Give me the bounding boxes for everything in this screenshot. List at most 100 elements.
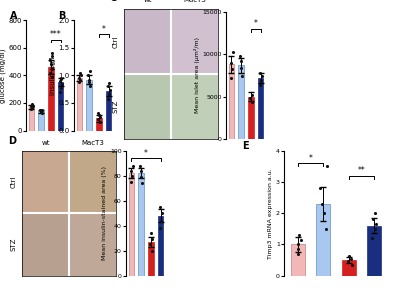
Point — [37, 109, 44, 114]
Point — [344, 259, 351, 264]
Bar — [96, 118, 102, 130]
Bar — [124, 74, 171, 139]
Point — [237, 54, 243, 58]
Point — [128, 173, 135, 178]
Bar — [22, 213, 69, 276]
Y-axis label: Timp3 mRNA expression a.u.: Timp3 mRNA expression a.u. — [268, 168, 273, 258]
Point — [317, 186, 323, 191]
Text: *: * — [102, 25, 106, 34]
Point — [238, 66, 244, 70]
Point — [295, 251, 301, 256]
Point — [28, 106, 35, 111]
Point — [57, 79, 63, 83]
Point — [258, 77, 264, 82]
Point — [97, 120, 103, 125]
Point — [228, 60, 234, 65]
Text: *: * — [144, 149, 148, 158]
Point — [104, 96, 111, 101]
Point — [95, 110, 102, 115]
Point — [138, 175, 144, 179]
Point — [128, 180, 134, 184]
Point — [372, 226, 378, 231]
Bar — [86, 80, 92, 130]
Point — [95, 117, 102, 122]
Bar — [258, 78, 263, 139]
Point — [96, 113, 102, 117]
Point — [158, 218, 164, 223]
Bar — [58, 82, 63, 130]
Point — [47, 58, 54, 63]
Point — [148, 231, 154, 235]
Text: STZ: STZ — [10, 238, 16, 251]
Text: *: * — [254, 19, 258, 28]
Point — [39, 111, 45, 116]
Point — [258, 74, 265, 79]
Bar — [29, 107, 34, 130]
Y-axis label: insulin μg/l: insulin μg/l — [50, 56, 56, 95]
Point — [322, 226, 329, 231]
Point — [137, 164, 143, 168]
Point — [76, 80, 82, 84]
Bar — [342, 260, 356, 276]
Point — [28, 104, 34, 109]
Point — [149, 248, 155, 253]
Point — [106, 92, 112, 97]
Text: C: C — [110, 0, 117, 3]
Point — [248, 93, 255, 97]
Bar — [106, 91, 111, 130]
Point — [237, 59, 244, 63]
Point — [28, 103, 35, 107]
Point — [156, 226, 163, 231]
Point — [28, 107, 34, 111]
Text: STZ: STZ — [112, 100, 118, 113]
Point — [157, 205, 163, 209]
Text: Ctrl: Ctrl — [112, 35, 118, 48]
Text: *: * — [309, 154, 312, 163]
Point — [295, 242, 301, 246]
Point — [368, 236, 375, 240]
Bar — [48, 67, 54, 130]
Point — [78, 73, 84, 78]
Bar — [158, 216, 163, 276]
Point — [49, 54, 55, 59]
Bar — [138, 173, 144, 276]
Point — [296, 233, 302, 237]
Y-axis label: Mean islet area (μm²/m): Mean islet area (μm²/m) — [194, 37, 200, 113]
Bar — [22, 151, 69, 213]
Point — [56, 90, 63, 94]
Point — [372, 211, 378, 215]
Point — [58, 86, 64, 90]
Text: Ctrl: Ctrl — [10, 176, 16, 188]
Point — [321, 211, 327, 215]
Text: D: D — [8, 136, 16, 146]
Bar — [229, 64, 234, 139]
Point — [256, 82, 263, 87]
Point — [319, 202, 325, 206]
Point — [49, 75, 55, 79]
Point — [39, 107, 46, 112]
Bar — [171, 9, 218, 74]
Bar — [316, 204, 330, 276]
Text: A: A — [10, 12, 18, 21]
Point — [249, 99, 255, 104]
Point — [147, 242, 154, 246]
Point — [48, 62, 54, 67]
Point — [158, 211, 165, 215]
Point — [228, 67, 235, 72]
Point — [239, 74, 245, 79]
Y-axis label: glucose (mg/dl): glucose (mg/dl) — [0, 48, 6, 103]
Bar — [148, 242, 154, 276]
Bar — [38, 111, 44, 130]
Bar — [291, 244, 305, 276]
Bar — [124, 9, 171, 74]
Text: E: E — [242, 141, 249, 151]
Point — [47, 70, 54, 75]
Text: wt: wt — [41, 140, 50, 146]
Point — [130, 164, 136, 168]
Point — [48, 66, 55, 71]
Text: MacT3: MacT3 — [183, 0, 206, 3]
Text: **: ** — [358, 166, 365, 175]
Point — [87, 69, 94, 73]
Point — [346, 254, 352, 258]
Point — [105, 84, 111, 89]
